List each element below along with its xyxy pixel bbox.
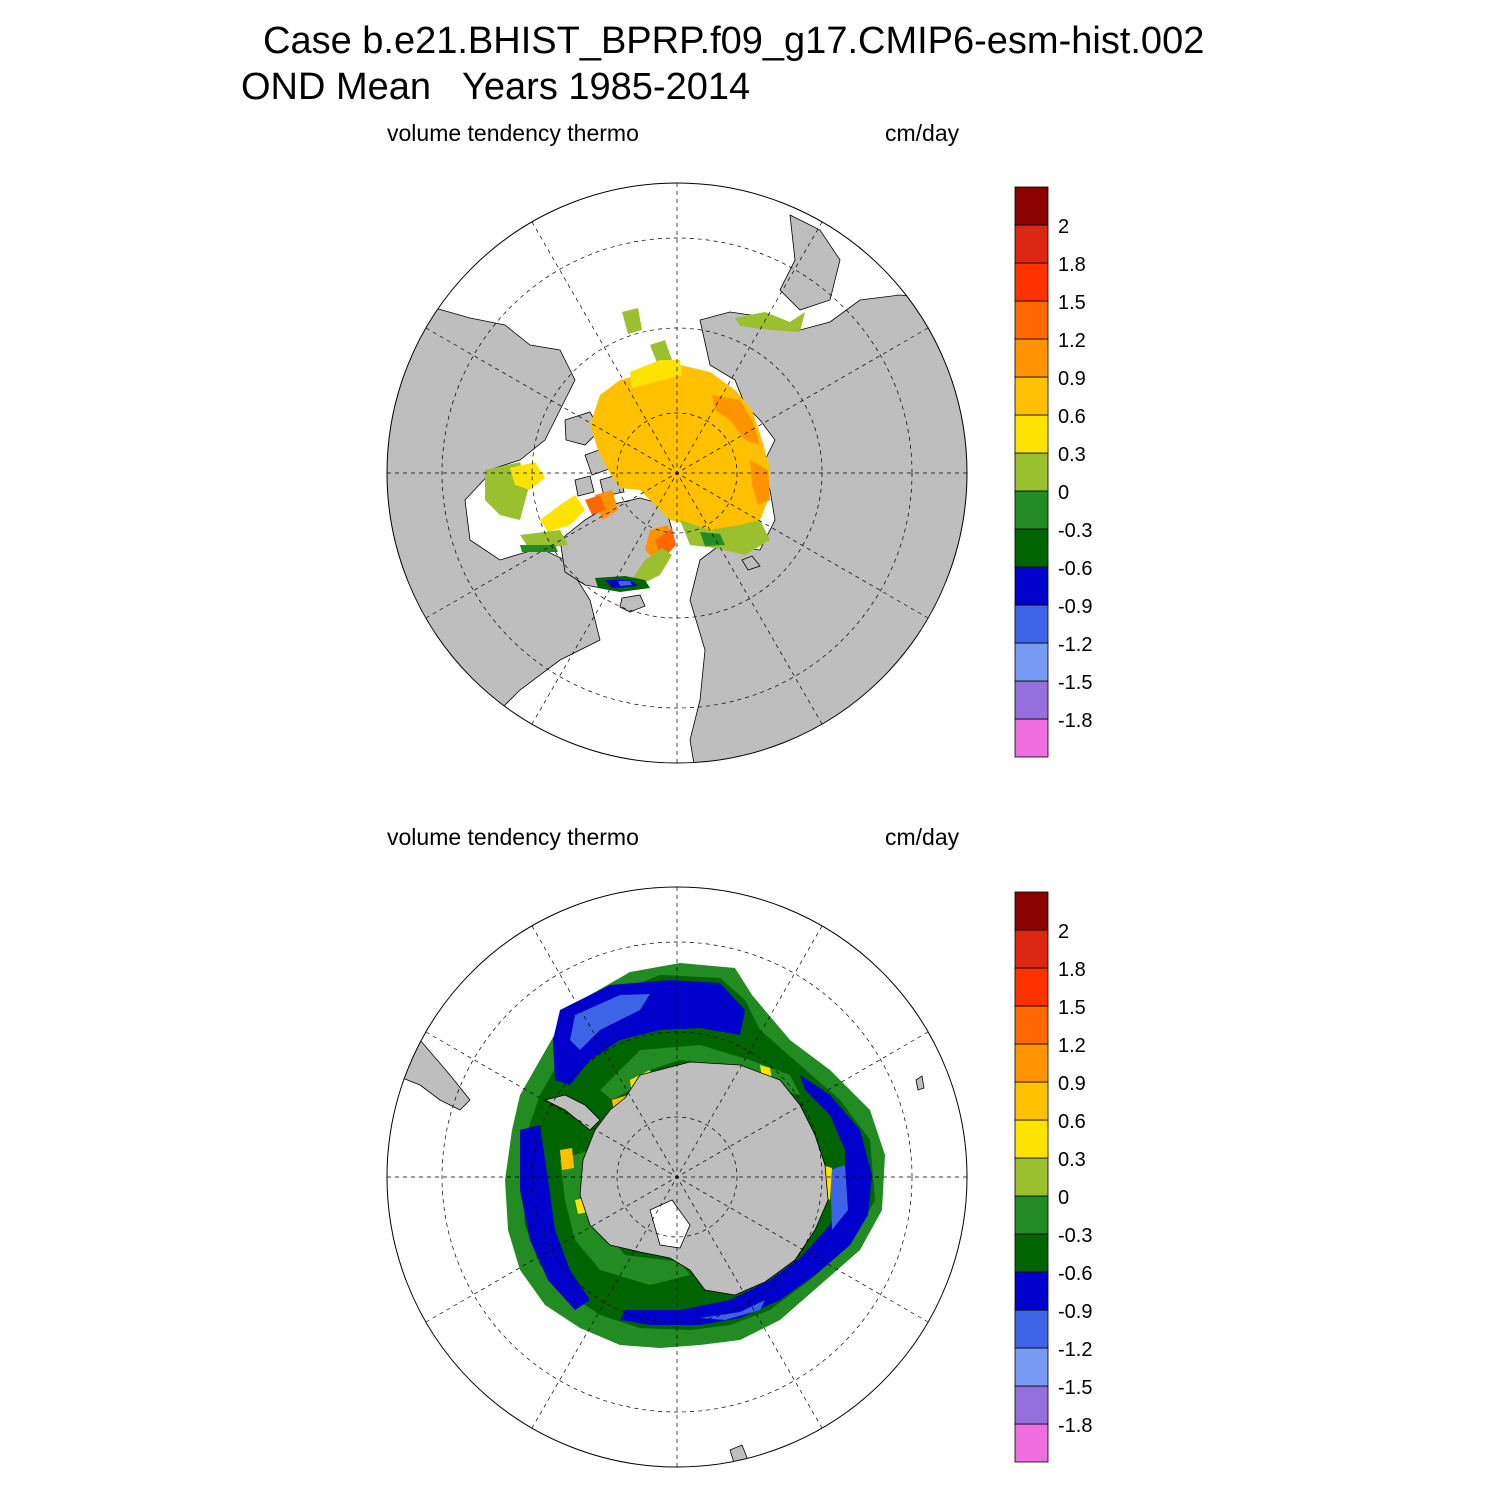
south-colorbar-tick-label: 0 — [1058, 1187, 1069, 1209]
south-colorbar-tick-label: 2 — [1058, 921, 1069, 943]
north-colorbar-box — [1014, 566, 1049, 606]
figure-title-line2: OND Mean Years 1985-2014 — [241, 66, 751, 108]
south-colorbar-tick-label: -1.8 — [1058, 1415, 1092, 1437]
north-graticule — [387, 183, 967, 763]
north-colorbar-tick-label: 0 — [1058, 482, 1069, 504]
north-colorbar-tick-label: 0.9 — [1058, 368, 1086, 390]
south-colorbar: -1.8 -1.5 -1.2 -0.9 -0.6 -0.3 0 0.3 0.6 0.9 1.2 1.5… — [1014, 891, 1092, 1463]
south-colorbar-box — [1014, 1385, 1049, 1425]
north-panel-units-label: cm/day — [885, 120, 960, 146]
north-colorbar-box — [1014, 376, 1049, 416]
south-colorbar-tick-label: -1.2 — [1058, 1339, 1092, 1361]
north-colorbar-box — [1014, 718, 1049, 758]
north-colorbar-tick-label: 1.8 — [1058, 254, 1086, 276]
north-colorbar-tick-label: 0.6 — [1058, 406, 1086, 428]
north-colorbar-tick-label: -1.8 — [1058, 710, 1092, 732]
south-colorbar-tick-label: -1.5 — [1058, 1377, 1092, 1399]
north-colorbar-box — [1014, 224, 1049, 264]
north-colorbar-box — [1014, 300, 1049, 340]
north-colorbar-box — [1014, 528, 1049, 568]
north-colorbar-box — [1014, 642, 1049, 682]
north-colorbar-tick-label: -0.9 — [1058, 596, 1092, 618]
south-panel-variable-label: volume tendency thermo — [387, 824, 639, 850]
south-colorbar-box — [1014, 1081, 1049, 1121]
south-colorbar-tick-label: -0.3 — [1058, 1225, 1092, 1247]
north-colorbar-tick-label: 2 — [1058, 216, 1069, 238]
south-colorbar-tick-label: 0.3 — [1058, 1149, 1086, 1171]
north-colorbar: -1.8 -1.5 -1.2 -0.9 -0.6 -0.3 0 0.3 0.6 0.9 1.2 1.5… — [1014, 186, 1092, 758]
south-colorbar-box — [1014, 1119, 1049, 1159]
south-colorbar-tick-label: -0.9 — [1058, 1301, 1092, 1323]
north-colorbar-box — [1014, 452, 1049, 492]
south-colorbar-box — [1014, 1005, 1049, 1045]
south-polar-map — [386, 886, 968, 1468]
north-colorbar-tick-label: -0.6 — [1058, 558, 1092, 580]
north-colorbar-tick-label: -0.3 — [1058, 520, 1092, 542]
south-colorbar-box — [1014, 1271, 1049, 1311]
north-colorbar-box — [1014, 338, 1049, 378]
south-colorbar-box — [1014, 1233, 1049, 1273]
south-colorbar-tick-label: 1.8 — [1058, 959, 1086, 981]
south-colorbar-tick-label: -0.6 — [1058, 1263, 1092, 1285]
north-colorbar-box — [1014, 604, 1049, 644]
north-colorbar-box — [1014, 186, 1049, 226]
south-colorbar-tick-label: 1.5 — [1058, 997, 1086, 1019]
north-colorbar-tick-label: 0.3 — [1058, 444, 1086, 466]
figure-title-line1: Case b.e21.BHIST_BPRP.f09_g17.CMIP6-esm-… — [263, 20, 1205, 62]
south-colorbar-box — [1014, 929, 1049, 969]
south-colorbar-box — [1014, 1195, 1049, 1235]
south-colorbar-box — [1014, 1423, 1049, 1463]
north-panel-variable-label: volume tendency thermo — [387, 120, 639, 146]
north-colorbar-tick-label: -1.5 — [1058, 672, 1092, 694]
south-colorbar-tick-label: 0.6 — [1058, 1111, 1086, 1133]
south-colorbar-box — [1014, 1309, 1049, 1349]
south-colorbar-box — [1014, 967, 1049, 1007]
south-colorbar-box — [1014, 1157, 1049, 1197]
south-colorbar-tick-label: 1.2 — [1058, 1035, 1086, 1057]
north-polar-map — [386, 182, 968, 764]
north-colorbar-tick-label: 1.5 — [1058, 292, 1086, 314]
north-colorbar-box — [1014, 414, 1049, 454]
north-field — [485, 308, 805, 592]
north-colorbar-box — [1014, 262, 1049, 302]
south-colorbar-box — [1014, 1043, 1049, 1083]
north-colorbar-box — [1014, 680, 1049, 720]
north-colorbar-box — [1014, 490, 1049, 530]
south-colorbar-box — [1014, 891, 1049, 931]
south-graticule — [387, 887, 967, 1467]
south-colorbar-tick-label: 0.9 — [1058, 1073, 1086, 1095]
antarctica-land — [543, 1061, 829, 1296]
south-panel-units-label: cm/day — [885, 824, 960, 850]
north-colorbar-tick-label: 1.2 — [1058, 330, 1086, 352]
south-colorbar-box — [1014, 1347, 1049, 1387]
north-colorbar-tick-label: -1.2 — [1058, 634, 1092, 656]
